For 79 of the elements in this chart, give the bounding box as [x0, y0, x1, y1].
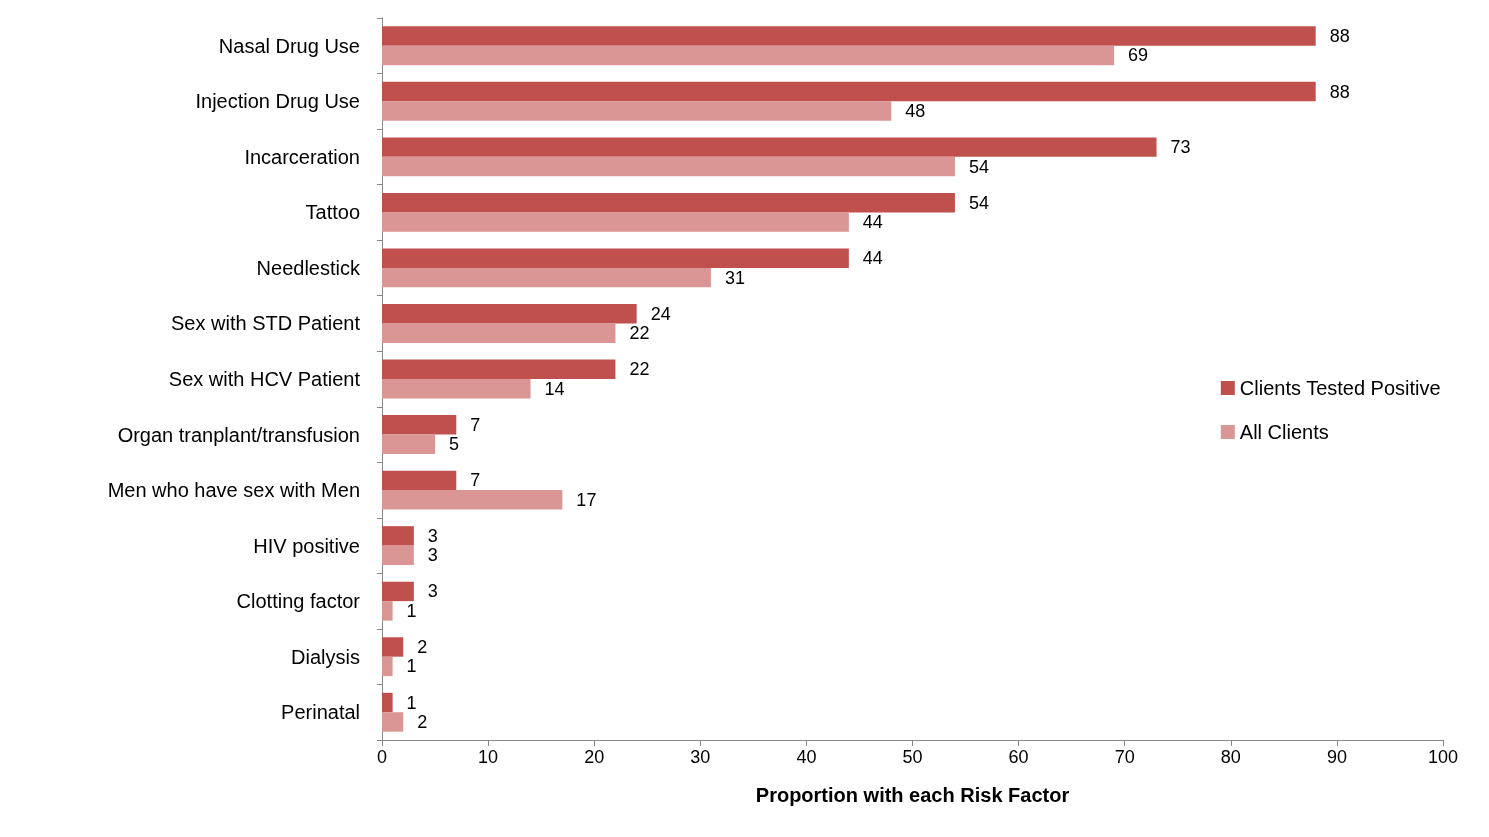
x-tick-label: 40 [796, 747, 817, 767]
data-label: 54 [968, 192, 989, 213]
bar [382, 359, 616, 379]
bar [382, 323, 616, 343]
legend-label: All Clients [1239, 421, 1329, 443]
bar [382, 656, 393, 677]
data-label: 1 [406, 600, 417, 621]
data-label: 69 [1128, 45, 1149, 66]
x-tick-label: 60 [1008, 747, 1029, 767]
data-label: 22 [629, 323, 650, 344]
data-label: 3 [427, 545, 438, 566]
bar [382, 156, 955, 177]
bar [382, 415, 457, 435]
data-label: 22 [629, 359, 650, 380]
y-tick-label: Needlestick [256, 256, 361, 279]
data-label: 31 [724, 267, 745, 288]
data-label: 88 [1329, 26, 1350, 47]
bar [382, 490, 563, 510]
x-tick-label: 10 [478, 747, 499, 767]
data-label: 1 [406, 656, 417, 677]
data-label: 17 [576, 489, 597, 510]
bar [382, 434, 436, 454]
y-tick-label: HIV positive [253, 534, 360, 557]
bar [382, 304, 637, 324]
data-label: 5 [449, 434, 460, 455]
data-label: 3 [427, 581, 438, 602]
bar [382, 267, 711, 288]
bar [382, 470, 457, 491]
x-tick-label: 70 [1114, 747, 1135, 767]
data-label: 7 [470, 414, 481, 435]
data-label: 48 [905, 101, 926, 122]
data-label: 88 [1329, 81, 1350, 102]
data-label: 24 [650, 303, 671, 324]
data-label: 54 [968, 156, 989, 177]
bar [382, 379, 531, 399]
bar [382, 192, 955, 213]
y-tick-label: Incarceration [244, 145, 360, 168]
data-label: 73 [1170, 137, 1191, 158]
data-label: 3 [427, 525, 438, 546]
data-label: 44 [862, 212, 883, 233]
bar [382, 248, 849, 268]
x-tick-label: 80 [1220, 747, 1241, 767]
y-tick-label: Tattoo [305, 201, 360, 224]
y-tick-label: Organ tranplant/transfusion [117, 423, 360, 446]
y-tick-label: Dialysis [291, 645, 360, 668]
data-label: 7 [470, 470, 481, 491]
y-tick-label: Sex with STD Patient [171, 312, 361, 335]
bar [382, 45, 1115, 66]
bar [382, 601, 393, 621]
bar [382, 692, 393, 713]
x-tick-label: 20 [584, 747, 605, 767]
x-tick-label: 100 [1427, 747, 1459, 767]
x-tick-label: 0 [376, 747, 388, 767]
bar [382, 26, 1316, 46]
bar [382, 637, 404, 657]
bar [382, 526, 414, 546]
x-tick-label: 90 [1326, 747, 1347, 767]
data-label: 14 [544, 378, 565, 399]
data-label: 1 [406, 692, 417, 713]
y-tick-label: Men who have sex with Men [107, 479, 360, 502]
x-axis-title: Proportion with each Risk Factor [755, 784, 1070, 806]
bar [382, 137, 1157, 157]
data-label: 2 [417, 711, 428, 732]
y-tick-label: Clotting factor [236, 590, 361, 613]
bar [382, 212, 849, 232]
bar [382, 545, 414, 566]
data-label: 2 [417, 636, 428, 657]
legend-label: Clients Tested Positive [1239, 377, 1441, 399]
bar [382, 581, 414, 602]
x-tick-label: 30 [690, 747, 711, 767]
bar [382, 81, 1316, 102]
y-tick-label: Sex with HCV Patient [168, 368, 361, 390]
bar [382, 712, 404, 732]
data-label: 44 [862, 248, 883, 269]
x-tick-label: 50 [902, 747, 923, 767]
y-tick-label: Nasal Drug Use [218, 34, 360, 57]
y-tick-label: Perinatal [281, 701, 360, 724]
y-tick-label: Injection Drug Use [195, 90, 360, 113]
bar [382, 101, 892, 121]
